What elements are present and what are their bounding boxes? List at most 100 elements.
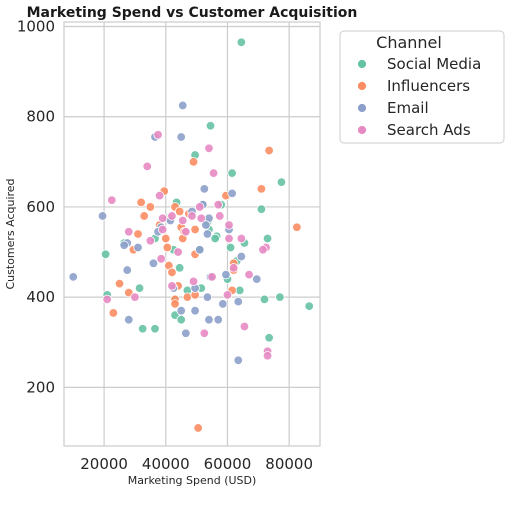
- point-social-media: [275, 292, 285, 302]
- point-search-ads: [157, 213, 168, 223]
- point-search-ads: [181, 227, 191, 237]
- point-social-media: [205, 121, 216, 131]
- point-email: [204, 315, 214, 325]
- point-email: [181, 328, 191, 338]
- point-email: [236, 251, 247, 262]
- point-email: [68, 272, 78, 282]
- point-influencers: [188, 157, 199, 167]
- x-tick-label: 20000: [80, 455, 128, 473]
- point-influencers: [167, 267, 177, 278]
- point-email: [227, 188, 237, 199]
- point-email: [119, 240, 129, 250]
- point-social-media: [134, 283, 145, 293]
- point-influencers: [145, 202, 156, 212]
- point-search-ads: [228, 263, 239, 273]
- point-influencers: [190, 224, 200, 235]
- point-social-media: [264, 333, 274, 343]
- chart-title: Marketing Spend vs Customer Acquisition: [27, 5, 358, 21]
- point-email: [97, 211, 108, 221]
- point-search-ads: [102, 294, 112, 305]
- point-email: [199, 184, 210, 194]
- point-influencers: [182, 292, 193, 302]
- point-influencers: [162, 242, 173, 253]
- point-social-media: [176, 315, 186, 325]
- point-search-ads: [224, 220, 234, 230]
- point-email: [202, 292, 213, 302]
- point-search-ads: [157, 224, 168, 235]
- x-axis-title: Marketing Spend (USD): [128, 474, 257, 487]
- point-social-media: [259, 294, 270, 305]
- point-search-ads: [215, 211, 225, 221]
- point-influencers: [170, 299, 180, 309]
- point-search-ads: [204, 143, 214, 153]
- legend-items: Social Media Influencers Email Search Ads: [357, 55, 481, 139]
- point-email: [124, 315, 134, 325]
- point-social-media: [236, 37, 247, 47]
- point-email: [201, 220, 211, 230]
- point-search-ads: [178, 215, 188, 226]
- point-search-ads: [195, 202, 205, 212]
- point-social-media: [150, 324, 160, 334]
- y-tick-label: 1000: [17, 18, 55, 36]
- legend-label-influencers: Influencers: [387, 77, 470, 95]
- point-email: [122, 265, 132, 275]
- plot-frame: [63, 21, 321, 447]
- point-social-media: [276, 177, 287, 187]
- point-search-ads: [244, 269, 254, 280]
- point-email: [176, 305, 186, 316]
- point-email: [178, 100, 188, 111]
- legend-label-search-ads: Search Ads: [387, 121, 471, 139]
- point-search-ads: [142, 161, 152, 172]
- point-influencers: [292, 222, 302, 232]
- point-influencers: [193, 423, 203, 433]
- point-influencers: [133, 229, 143, 239]
- point-influencers: [139, 211, 149, 221]
- x-tick-label: 60000: [204, 455, 252, 473]
- point-email: [221, 269, 231, 280]
- y-tick-label: 600: [26, 198, 55, 216]
- point-social-media: [304, 301, 314, 311]
- point-influencers: [264, 145, 274, 156]
- point-search-ads: [124, 227, 134, 237]
- point-social-media: [210, 233, 220, 244]
- legend-marker-email: [357, 103, 367, 113]
- y-axis-title: Customers Acquired: [4, 178, 17, 289]
- point-social-media: [235, 285, 245, 296]
- point-influencers: [108, 308, 119, 318]
- point-social-media: [174, 263, 185, 273]
- point-social-media: [227, 168, 237, 178]
- x-tick-label: 40000: [142, 455, 190, 473]
- point-search-ads: [236, 233, 247, 244]
- point-email: [252, 274, 262, 284]
- point-search-ads: [199, 328, 210, 338]
- legend-label-social-media: Social Media: [387, 55, 481, 73]
- point-search-ads: [130, 292, 140, 302]
- legend-marker-social-media: [357, 59, 367, 69]
- point-search-ads: [262, 351, 273, 361]
- point-search-ads: [208, 168, 219, 178]
- legend-title: Channel: [376, 33, 442, 52]
- point-influencers: [174, 206, 185, 217]
- point-search-ads: [145, 236, 156, 246]
- points: [68, 37, 314, 433]
- point-search-ads: [173, 247, 183, 257]
- point-search-ads: [153, 130, 163, 140]
- x-tick-label: 80000: [265, 455, 313, 473]
- y-tick-label: 200: [26, 378, 55, 396]
- legend-marker-influencers: [357, 81, 367, 91]
- point-email: [233, 296, 243, 307]
- point-search-ads: [239, 321, 250, 332]
- point-social-media: [100, 249, 111, 259]
- point-search-ads: [222, 290, 233, 300]
- legend-box: [339, 30, 505, 144]
- point-email: [233, 355, 243, 365]
- point-search-ads: [213, 199, 223, 210]
- point-email: [195, 245, 205, 255]
- point-email: [148, 258, 159, 269]
- point-influencers: [256, 184, 267, 194]
- point-search-ads: [154, 190, 165, 201]
- point-search-ads: [188, 276, 199, 287]
- point-influencers: [161, 233, 171, 244]
- point-search-ads: [156, 254, 166, 264]
